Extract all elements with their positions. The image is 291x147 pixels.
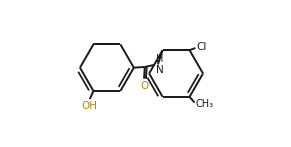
Text: O: O — [140, 81, 148, 91]
Text: Cl: Cl — [196, 42, 207, 52]
Text: OH: OH — [81, 101, 97, 111]
Text: CH₃: CH₃ — [195, 99, 214, 109]
Text: N: N — [156, 65, 164, 75]
Text: H: H — [156, 54, 163, 64]
